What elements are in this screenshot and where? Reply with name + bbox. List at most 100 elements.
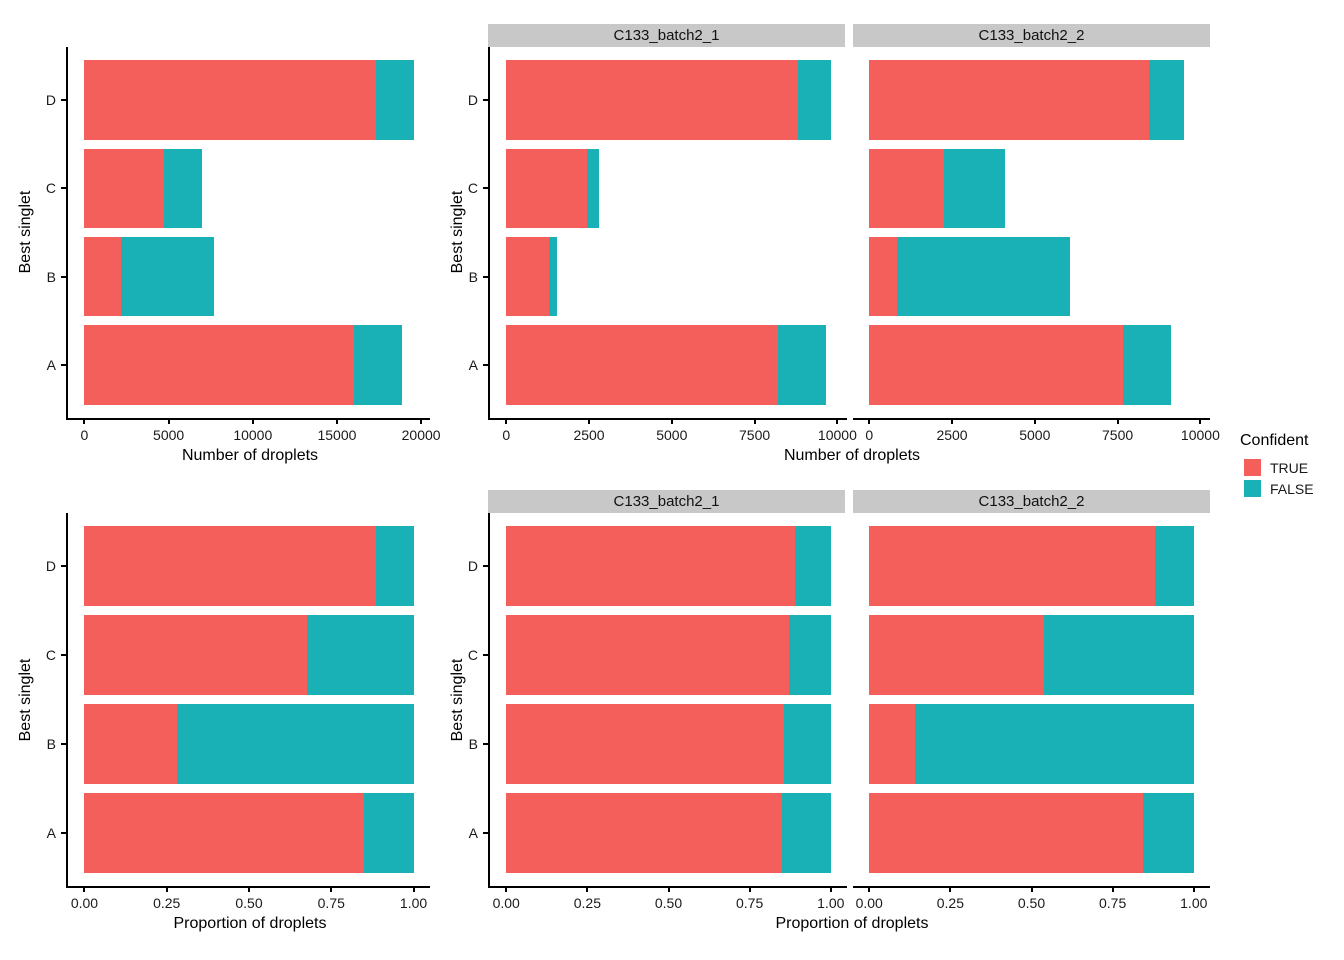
facet-strip-label: C133_batch2_1	[613, 27, 720, 44]
bar-segment-true-d	[84, 60, 376, 140]
x-tick-label: 0.00	[855, 895, 883, 911]
facet-strip-label: C133_batch2_2	[978, 27, 1085, 44]
y-tick-label: B	[468, 735, 478, 752]
bar-segment-false-c	[163, 148, 203, 229]
bar-segment-true-d	[84, 526, 376, 607]
x-tick-label: 1.00	[399, 895, 428, 911]
x-tick-label: 0.25	[936, 895, 964, 911]
y-tick-mark	[61, 565, 66, 568]
x-tick-label: 10000	[233, 427, 273, 443]
x-tick-mark	[1116, 418, 1119, 424]
legend-label-true: TRUE	[1270, 459, 1309, 476]
bar-segment-false-b	[549, 236, 557, 317]
chart-panel-proportion-facet-1: D C B A 0.00 0.25 0.50 0.75 1.00	[468, 513, 847, 911]
x-tick-mark	[83, 418, 86, 424]
y-tick-mark	[483, 565, 488, 568]
x-tick-mark	[1111, 886, 1114, 892]
x-tick-label: 15000	[317, 427, 357, 443]
facet-strip-top-2: C133_batch2_2	[853, 24, 1210, 47]
bar-segment-false-b	[783, 703, 831, 784]
x-tick-mark	[951, 418, 954, 424]
x-tick-label: 10000	[817, 427, 857, 443]
y-tick-label: C	[45, 180, 56, 197]
y-tick-mark	[61, 654, 66, 657]
y-tick-mark	[483, 275, 488, 278]
x-tick-mark	[667, 886, 670, 892]
bar-segment-false-c	[788, 615, 831, 696]
x-tick-label: 7500	[1102, 427, 1134, 443]
facet-strip-top-1: C133_batch2_1	[488, 24, 845, 47]
x-tick-mark	[248, 886, 250, 892]
x-tick-mark	[753, 418, 756, 424]
y-tick-label: C	[467, 180, 478, 197]
x-tick-mark	[83, 886, 86, 892]
y-tick-mark	[61, 831, 66, 834]
bar-segment-false-d	[1149, 60, 1184, 140]
legend-entry-true: TRUE	[1240, 459, 1314, 476]
x-tick-label: 1.00	[1180, 895, 1208, 911]
x-tick-label: 5000	[656, 427, 688, 443]
bar-segment-true-b	[869, 703, 915, 784]
y-tick-label: A	[46, 357, 56, 373]
x-tick-mark	[670, 418, 673, 424]
bar-segment-false-b	[120, 236, 215, 317]
x-tick-label: 0.50	[235, 895, 263, 911]
x-tick-label: 7500	[739, 427, 771, 443]
facet-strip-bottom-1: C133_batch2_1	[488, 490, 845, 513]
bar-segment-false-d	[795, 526, 831, 607]
x-tick-label: 0.75	[1099, 895, 1127, 911]
bar-segment-true-b	[84, 703, 177, 784]
bar-segment-true-c	[869, 615, 1045, 696]
y-tick-label: D	[45, 558, 56, 575]
y-tick-mark	[483, 364, 488, 366]
bar-segment-false-a	[782, 792, 831, 873]
legend: Confident TRUE FALSE	[1240, 432, 1314, 497]
legend-swatch-false	[1244, 480, 1261, 497]
y-tick-mark	[61, 742, 66, 745]
x-tick-label: 10000	[1180, 427, 1220, 443]
x-tick-mark	[829, 886, 832, 892]
bar-segment-false-c	[1044, 615, 1194, 696]
bar-segment-true-a	[869, 325, 1123, 405]
x-tick-mark	[1030, 886, 1033, 892]
x-tick-mark	[836, 418, 839, 424]
bar-segment-true-a	[506, 792, 783, 873]
y-tick-mark	[483, 99, 488, 101]
facet-strip-bottom-2: C133_batch2_2	[853, 490, 1210, 513]
x-tick-label: 0.75	[736, 895, 764, 911]
y-tick-mark	[61, 364, 66, 366]
x-tick-mark	[251, 418, 254, 424]
x-tick-label: 0	[502, 427, 511, 443]
bar-segment-false-b	[897, 236, 1070, 317]
x-tick-mark	[949, 886, 952, 892]
chart-panel-counts-combined: D C B A 0 5000 10000 15000 20000	[46, 47, 441, 443]
x-tick-mark	[420, 418, 423, 424]
x-tick-label: 0.00	[492, 895, 520, 911]
legend-label-false: FALSE	[1270, 480, 1314, 497]
y-tick-mark	[483, 187, 488, 190]
x-tick-label: 1.00	[817, 895, 845, 911]
x-tick-mark	[412, 886, 415, 892]
y-tick-mark	[61, 99, 66, 101]
x-tick-label: 2500	[936, 427, 968, 443]
y-axis-title: Best singlet	[449, 190, 466, 274]
x-tick-label: 0.25	[573, 895, 601, 911]
y-tick-label: B	[46, 268, 56, 285]
x-axis-title-proportion: Proportion of droplets	[775, 915, 929, 932]
x-tick-mark	[335, 418, 338, 424]
bar-segment-true-a	[84, 325, 354, 405]
bar-segment-true-d	[506, 526, 796, 607]
bar-segment-true-d	[506, 60, 798, 140]
legend-entry-false: FALSE	[1240, 480, 1314, 497]
bar-segment-false-b	[176, 703, 414, 784]
bar-segment-false-a	[777, 325, 826, 405]
bar-segment-true-a	[84, 792, 365, 873]
y-tick-mark	[61, 275, 66, 278]
bar-segment-true-a	[869, 792, 1144, 873]
bar-segment-false-a	[1122, 325, 1171, 405]
facet-strip-label: C133_batch2_1	[613, 493, 720, 510]
bar-segment-false-c	[306, 615, 414, 696]
bar-segment-false-a	[353, 325, 402, 405]
chart-panel-proportion-facet-2: 0.00 0.25 0.50 0.75 1.00	[853, 513, 1210, 911]
